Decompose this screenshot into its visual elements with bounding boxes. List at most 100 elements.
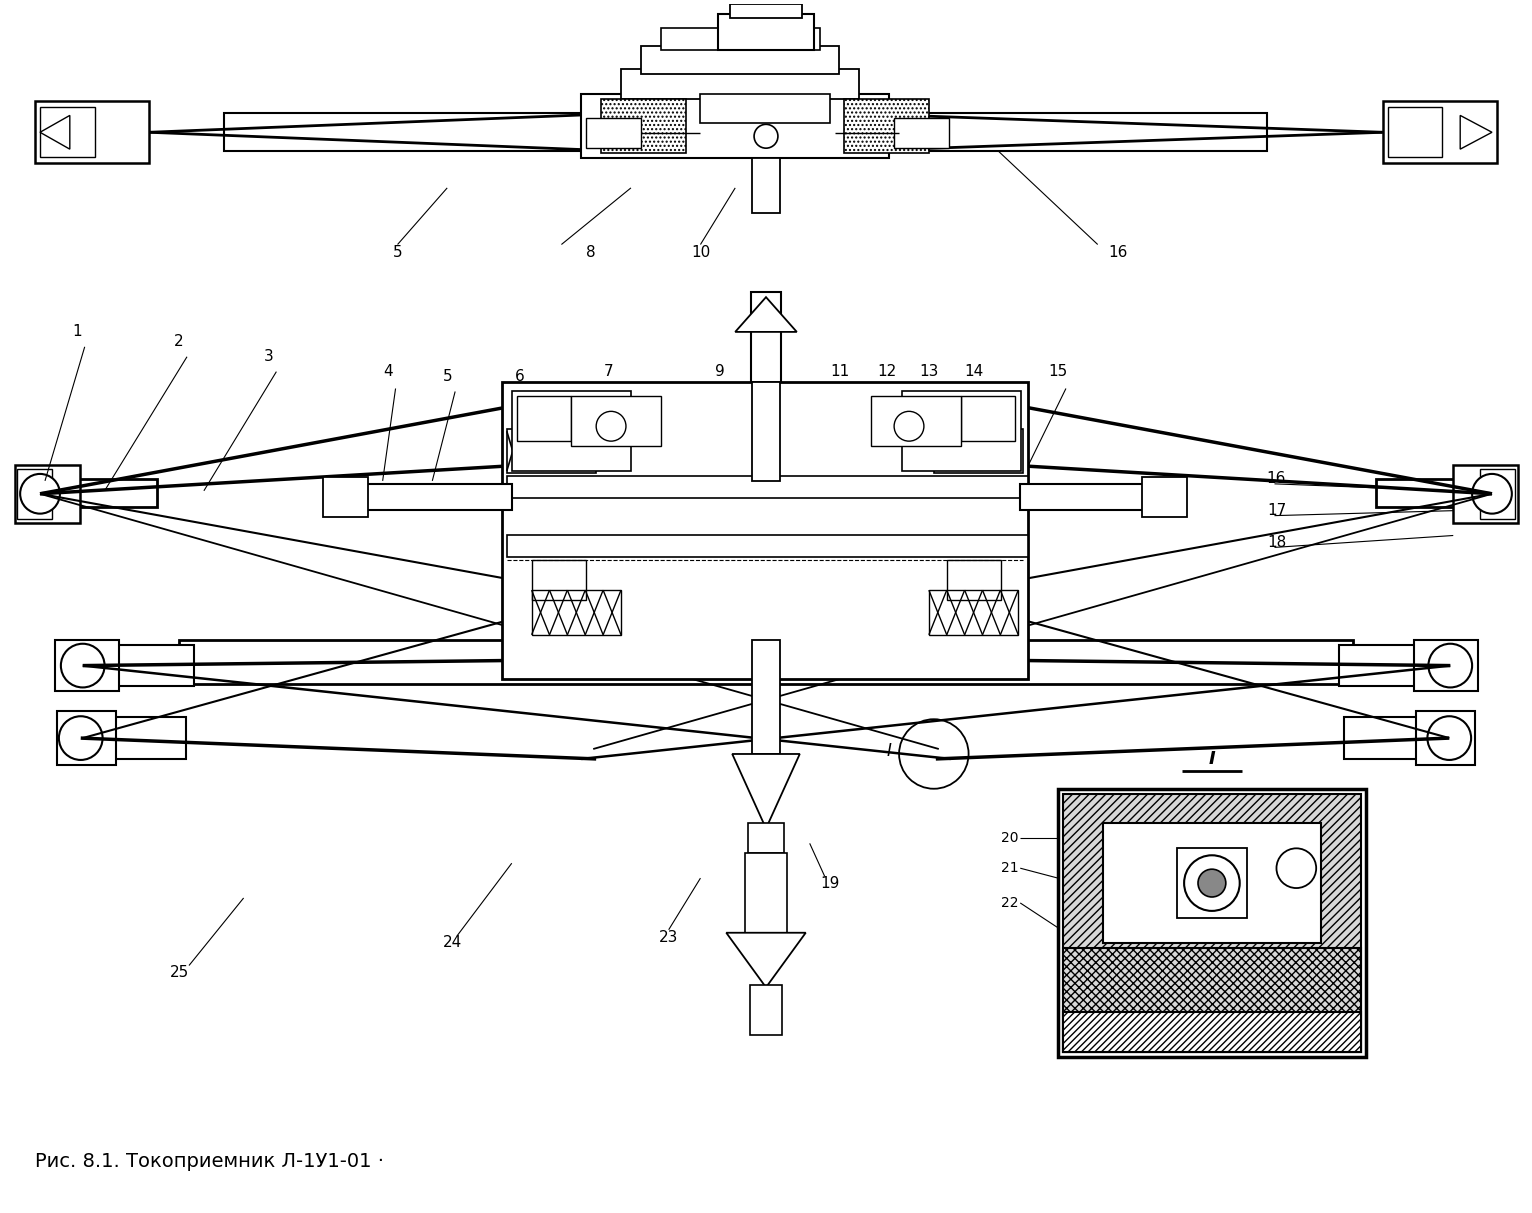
Bar bbox=[844, 98, 928, 153]
Bar bbox=[587, 119, 640, 148]
Bar bbox=[752, 382, 780, 480]
Bar bbox=[516, 397, 571, 442]
Bar bbox=[17, 469, 52, 519]
Text: 16: 16 bbox=[1267, 472, 1287, 486]
Bar bbox=[719, 15, 813, 50]
Text: 3: 3 bbox=[264, 349, 273, 364]
Bar bbox=[1143, 477, 1187, 517]
Bar bbox=[620, 69, 859, 98]
Bar bbox=[601, 98, 685, 153]
Bar bbox=[1416, 711, 1475, 765]
Text: 11: 11 bbox=[830, 364, 849, 380]
Bar bbox=[961, 397, 1016, 442]
Bar bbox=[323, 477, 368, 517]
Bar bbox=[1339, 645, 1468, 687]
Bar bbox=[67, 717, 185, 759]
Text: 2: 2 bbox=[175, 335, 184, 349]
Bar bbox=[872, 397, 961, 446]
Bar bbox=[571, 397, 660, 446]
Bar bbox=[40, 108, 95, 158]
Bar bbox=[507, 475, 1028, 497]
Text: 21: 21 bbox=[1000, 861, 1019, 876]
Bar bbox=[1063, 947, 1360, 1052]
Polygon shape bbox=[40, 115, 70, 149]
Bar bbox=[55, 639, 119, 691]
Bar bbox=[507, 429, 596, 473]
Circle shape bbox=[1428, 644, 1472, 688]
Text: I: I bbox=[887, 742, 892, 761]
Text: 19: 19 bbox=[820, 876, 840, 890]
Bar bbox=[1388, 108, 1442, 158]
Circle shape bbox=[20, 474, 60, 513]
Text: 4: 4 bbox=[383, 364, 392, 380]
Bar bbox=[895, 119, 948, 148]
Polygon shape bbox=[735, 297, 797, 332]
Bar bbox=[1063, 793, 1360, 1052]
Circle shape bbox=[1184, 855, 1239, 911]
Bar bbox=[15, 465, 80, 523]
Bar bbox=[507, 535, 1028, 557]
Bar bbox=[512, 392, 631, 471]
Bar bbox=[179, 639, 1353, 684]
Circle shape bbox=[1428, 716, 1471, 759]
Text: 23: 23 bbox=[659, 930, 679, 945]
Text: Рис. 8.1. Токоприемник Л-1У1-01 ·: Рис. 8.1. Токоприемник Л-1У1-01 · bbox=[35, 1151, 385, 1171]
Bar bbox=[1344, 717, 1463, 759]
Bar bbox=[64, 645, 195, 687]
Text: 15: 15 bbox=[1048, 364, 1068, 380]
Text: 5: 5 bbox=[443, 369, 452, 385]
Bar bbox=[752, 639, 780, 754]
Bar bbox=[935, 429, 1023, 473]
Circle shape bbox=[1198, 870, 1226, 896]
Bar bbox=[23, 479, 158, 507]
Text: 10: 10 bbox=[691, 245, 709, 260]
Text: 6: 6 bbox=[515, 369, 524, 385]
Bar bbox=[700, 93, 829, 124]
Polygon shape bbox=[1460, 115, 1492, 149]
Bar bbox=[902, 392, 1022, 471]
Circle shape bbox=[596, 411, 627, 442]
Bar bbox=[748, 824, 784, 853]
Text: 8: 8 bbox=[587, 245, 596, 260]
Circle shape bbox=[1472, 474, 1512, 513]
Text: 20: 20 bbox=[1000, 831, 1019, 845]
Text: I: I bbox=[1209, 750, 1215, 768]
Circle shape bbox=[895, 411, 924, 442]
Bar bbox=[1177, 848, 1247, 918]
Text: 7: 7 bbox=[604, 364, 613, 380]
Text: 12: 12 bbox=[878, 364, 896, 380]
Bar bbox=[752, 158, 780, 212]
Bar bbox=[1376, 479, 1511, 507]
Bar bbox=[751, 292, 781, 406]
Bar bbox=[57, 711, 116, 765]
Polygon shape bbox=[726, 933, 806, 987]
Text: 13: 13 bbox=[919, 364, 939, 380]
Bar bbox=[660, 28, 820, 50]
Bar bbox=[581, 93, 889, 158]
Bar bbox=[532, 560, 587, 600]
Circle shape bbox=[1276, 848, 1316, 888]
Text: 14: 14 bbox=[964, 364, 984, 380]
Text: 25: 25 bbox=[170, 966, 188, 980]
Bar bbox=[1383, 102, 1497, 163]
Text: 17: 17 bbox=[1267, 503, 1285, 518]
Text: 18: 18 bbox=[1267, 535, 1285, 549]
Bar bbox=[358, 484, 512, 509]
Text: 22: 22 bbox=[1000, 896, 1019, 910]
Circle shape bbox=[58, 716, 103, 759]
Bar bbox=[1480, 469, 1515, 519]
Bar bbox=[640, 46, 840, 74]
Text: 9: 9 bbox=[715, 364, 725, 380]
Bar bbox=[731, 4, 801, 18]
Bar bbox=[502, 382, 1028, 679]
Circle shape bbox=[754, 125, 778, 148]
Bar bbox=[532, 590, 620, 634]
Bar bbox=[745, 853, 787, 933]
Bar bbox=[1059, 788, 1367, 1057]
Bar bbox=[751, 985, 781, 1035]
Text: 24: 24 bbox=[443, 935, 461, 950]
Bar bbox=[1103, 824, 1321, 943]
Bar bbox=[35, 102, 149, 163]
Bar bbox=[224, 113, 1267, 152]
Text: 1: 1 bbox=[72, 324, 81, 340]
